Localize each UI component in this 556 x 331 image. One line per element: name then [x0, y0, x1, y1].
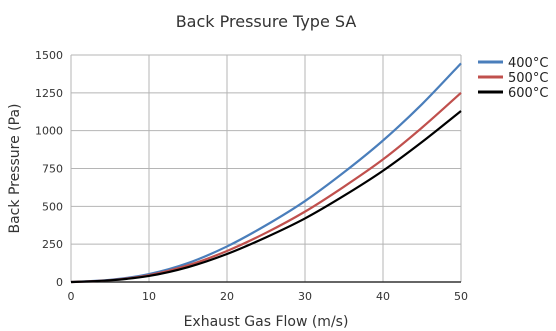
y-tick-label: 1500 — [35, 49, 63, 62]
y-axis-title: Back Pressure (Pa) — [7, 104, 23, 234]
x-tick-label: 30 — [298, 290, 312, 303]
series-line-400°C — [70, 62, 462, 284]
series-lines — [70, 62, 462, 284]
series-line-600°C — [70, 110, 462, 284]
legend-label: 500°C — [508, 71, 548, 86]
series-line-500°C — [70, 92, 462, 284]
y-tick-label: 1000 — [35, 125, 63, 138]
x-axis-title: Exhaust Gas Flow (m/s) — [184, 314, 349, 330]
x-tick-label: 10 — [142, 290, 156, 303]
x-tick-label: 50 — [454, 290, 468, 303]
legend-label: 600°C — [508, 86, 548, 101]
x-tick-label: 0 — [68, 290, 75, 303]
x-tick-label: 40 — [376, 290, 390, 303]
x-tick-label: 20 — [220, 290, 234, 303]
chart-title: Back Pressure Type SA — [176, 12, 357, 31]
y-tick-label: 0 — [56, 276, 63, 289]
y-tick-label: 250 — [42, 238, 63, 251]
legend-label: 400°C — [508, 56, 548, 71]
y-tick-label: 750 — [42, 163, 63, 176]
y-tick-label: 1250 — [35, 87, 63, 100]
y-tick-label: 500 — [42, 200, 63, 213]
grid — [70, 54, 462, 283]
